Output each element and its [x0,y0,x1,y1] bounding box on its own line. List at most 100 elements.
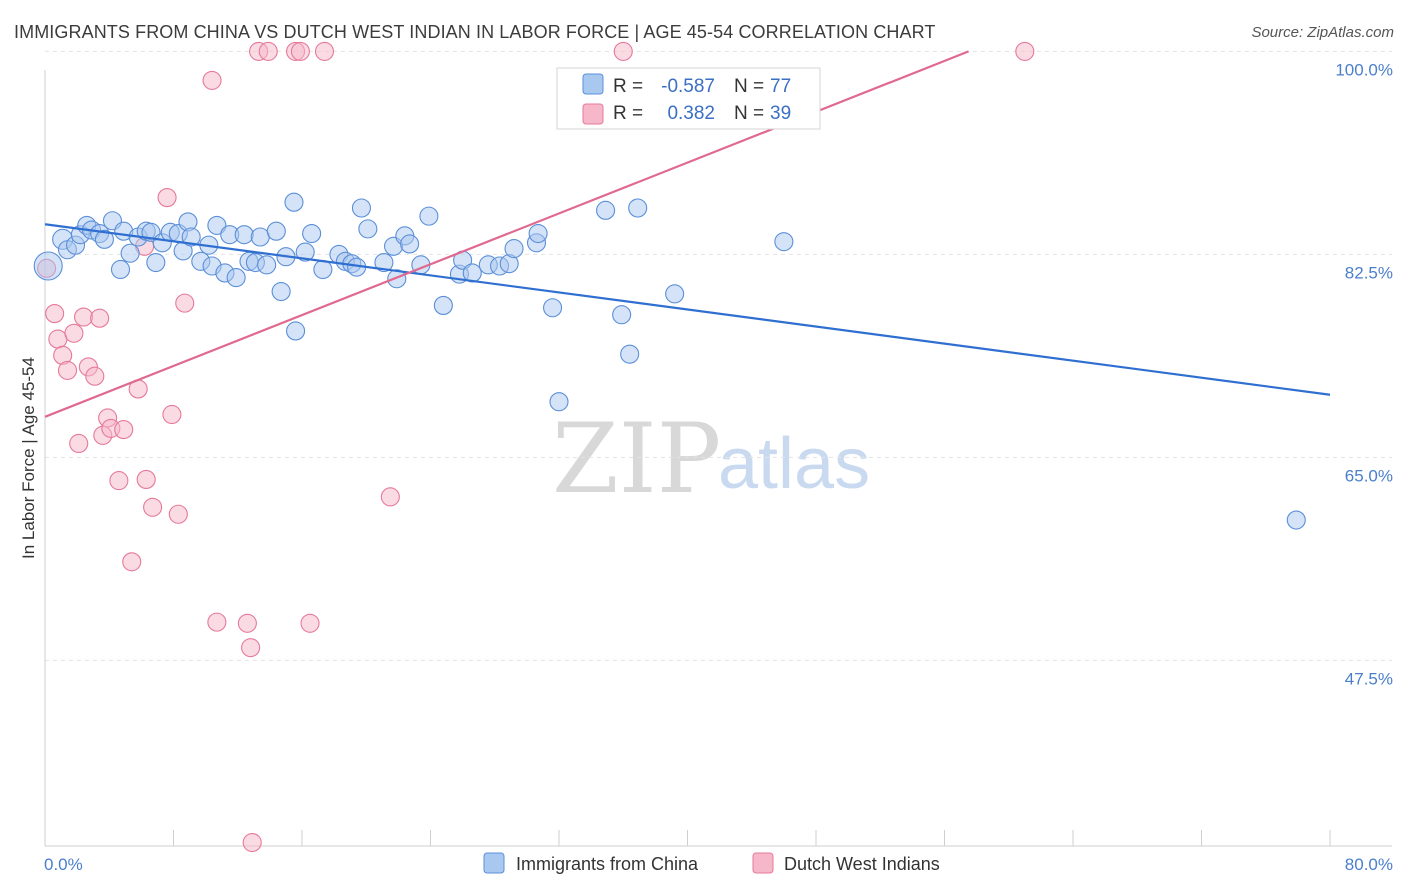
watermark: ZIP atlas [552,403,870,515]
x-minor-ticks [44,830,1331,846]
chart-source: Source: ZipAtlas.com [1251,24,1394,41]
legend-swatch-blue [582,73,604,95]
china-point-71 [628,198,648,218]
dutch-point-9 [85,366,105,386]
china-point-10 [110,259,131,280]
series-dutch-west-indians [37,41,1035,853]
legend-r-label-2: R = [613,103,643,124]
china-point-36 [271,281,291,302]
dutch-point-4 [57,360,78,380]
dutch-point-24 [175,293,195,313]
dutch-point-35 [314,41,335,61]
china-point-38 [284,192,304,212]
china-point-33 [250,227,270,247]
dutch-point-28 [241,638,261,658]
china-point-29 [226,268,246,288]
china-point-8 [94,229,114,249]
china-point-56 [433,295,453,315]
dutch-point-2 [48,329,68,349]
dutch-point-26 [207,612,227,632]
legend-box: R = -0.587 N = 77 R = 0.382 N = 39 [556,67,821,130]
china-point-69 [612,305,632,325]
china-point-68 [596,200,616,220]
china-point-22 [181,227,201,247]
dutch-point-25 [202,70,222,90]
dutch-point-1 [45,304,65,324]
china-point-0 [33,251,63,281]
china-point-49 [374,252,394,273]
china-point-41 [302,223,322,244]
dutch-point-31 [258,41,278,61]
china-point-48 [358,219,378,239]
dutch-point-29 [242,832,262,853]
china-point-74 [1286,510,1306,530]
china-point-73 [774,232,794,252]
dutch-point-34 [300,613,320,633]
china-point-16 [146,252,166,273]
dutch-point-38 [1015,41,1035,61]
y-tick-labels: 100.0% 82.5% 65.0% 47.5% [1335,60,1393,688]
dutch-point-21 [157,188,177,208]
x-tick-label-0: 0.0% [44,855,83,874]
bottom-legend-swatch-dutch [752,852,774,874]
trendline-china [44,223,1331,396]
china-point-72 [665,284,685,304]
legend-n-label-1: N = [734,76,764,97]
chart-title: IMMIGRANTS FROM CHINA VS DUTCH WEST INDI… [14,22,936,42]
bottom-legend-swatch-china [483,852,505,874]
china-point-12 [120,243,140,263]
dutch-point-22 [162,404,182,425]
dutch-point-33 [290,41,310,61]
gridlines [45,50,1392,661]
dutch-point-27 [237,613,257,633]
bottom-legend-label-dutch: Dutch West Indians [784,854,940,874]
dutch-point-37 [613,41,633,61]
dutch-point-19 [136,469,156,489]
china-point-26 [207,215,227,235]
dutch-point-7 [74,307,94,327]
x-tick-labels: 0.0% 80.0% [44,855,1393,874]
legend-n-value-2: 39 [770,103,791,124]
legend-swatch-pink [582,103,604,125]
china-point-47 [351,198,371,218]
y-tick-label-0: 100.0% [1335,60,1393,79]
legend-r-value-2: 0.382 [667,103,715,124]
china-point-34 [257,255,277,275]
legend-r-value-1: -0.587 [661,76,715,97]
china-point-63 [504,239,524,259]
series-immigrants-from-china [33,192,1306,530]
legend-n-value-1: 77 [770,76,791,97]
china-point-40 [295,242,315,262]
bottom-legend-label-china: Immigrants from China [516,854,699,874]
china-point-66 [543,298,563,318]
china-point-35 [266,221,286,241]
dutch-point-36 [380,487,400,507]
legend-r-label-1: R = [613,76,643,97]
dutch-point-10 [90,308,110,328]
dutch-point-5 [64,323,84,343]
dutch-point-20 [143,497,163,517]
dutch-point-14 [109,471,129,491]
china-point-70 [620,344,640,364]
y-tick-label-1: 82.5% [1345,263,1393,282]
y-tick-label-3: 47.5% [1345,669,1393,688]
y-axis-label: In Labor Force | Age 45-54 [19,357,38,559]
china-point-39 [286,321,306,341]
dutch-point-16 [122,552,142,572]
dutch-point-6 [69,433,89,454]
china-point-53 [400,234,420,254]
x-tick-label-1: 80.0% [1345,855,1393,874]
dutch-point-23 [168,504,188,524]
china-point-30 [234,225,254,245]
china-point-65 [528,223,548,244]
china-point-42 [313,259,333,280]
dutch-point-15 [114,420,134,440]
axes [44,70,1392,847]
china-point-67 [549,392,569,412]
bottom-legend: Immigrants from China Dutch West Indians [483,852,940,874]
watermark-zip: ZIP [552,403,721,515]
legend-n-label-2: N = [734,103,764,124]
china-point-55 [419,206,439,226]
y-tick-label-2: 65.0% [1345,466,1393,485]
